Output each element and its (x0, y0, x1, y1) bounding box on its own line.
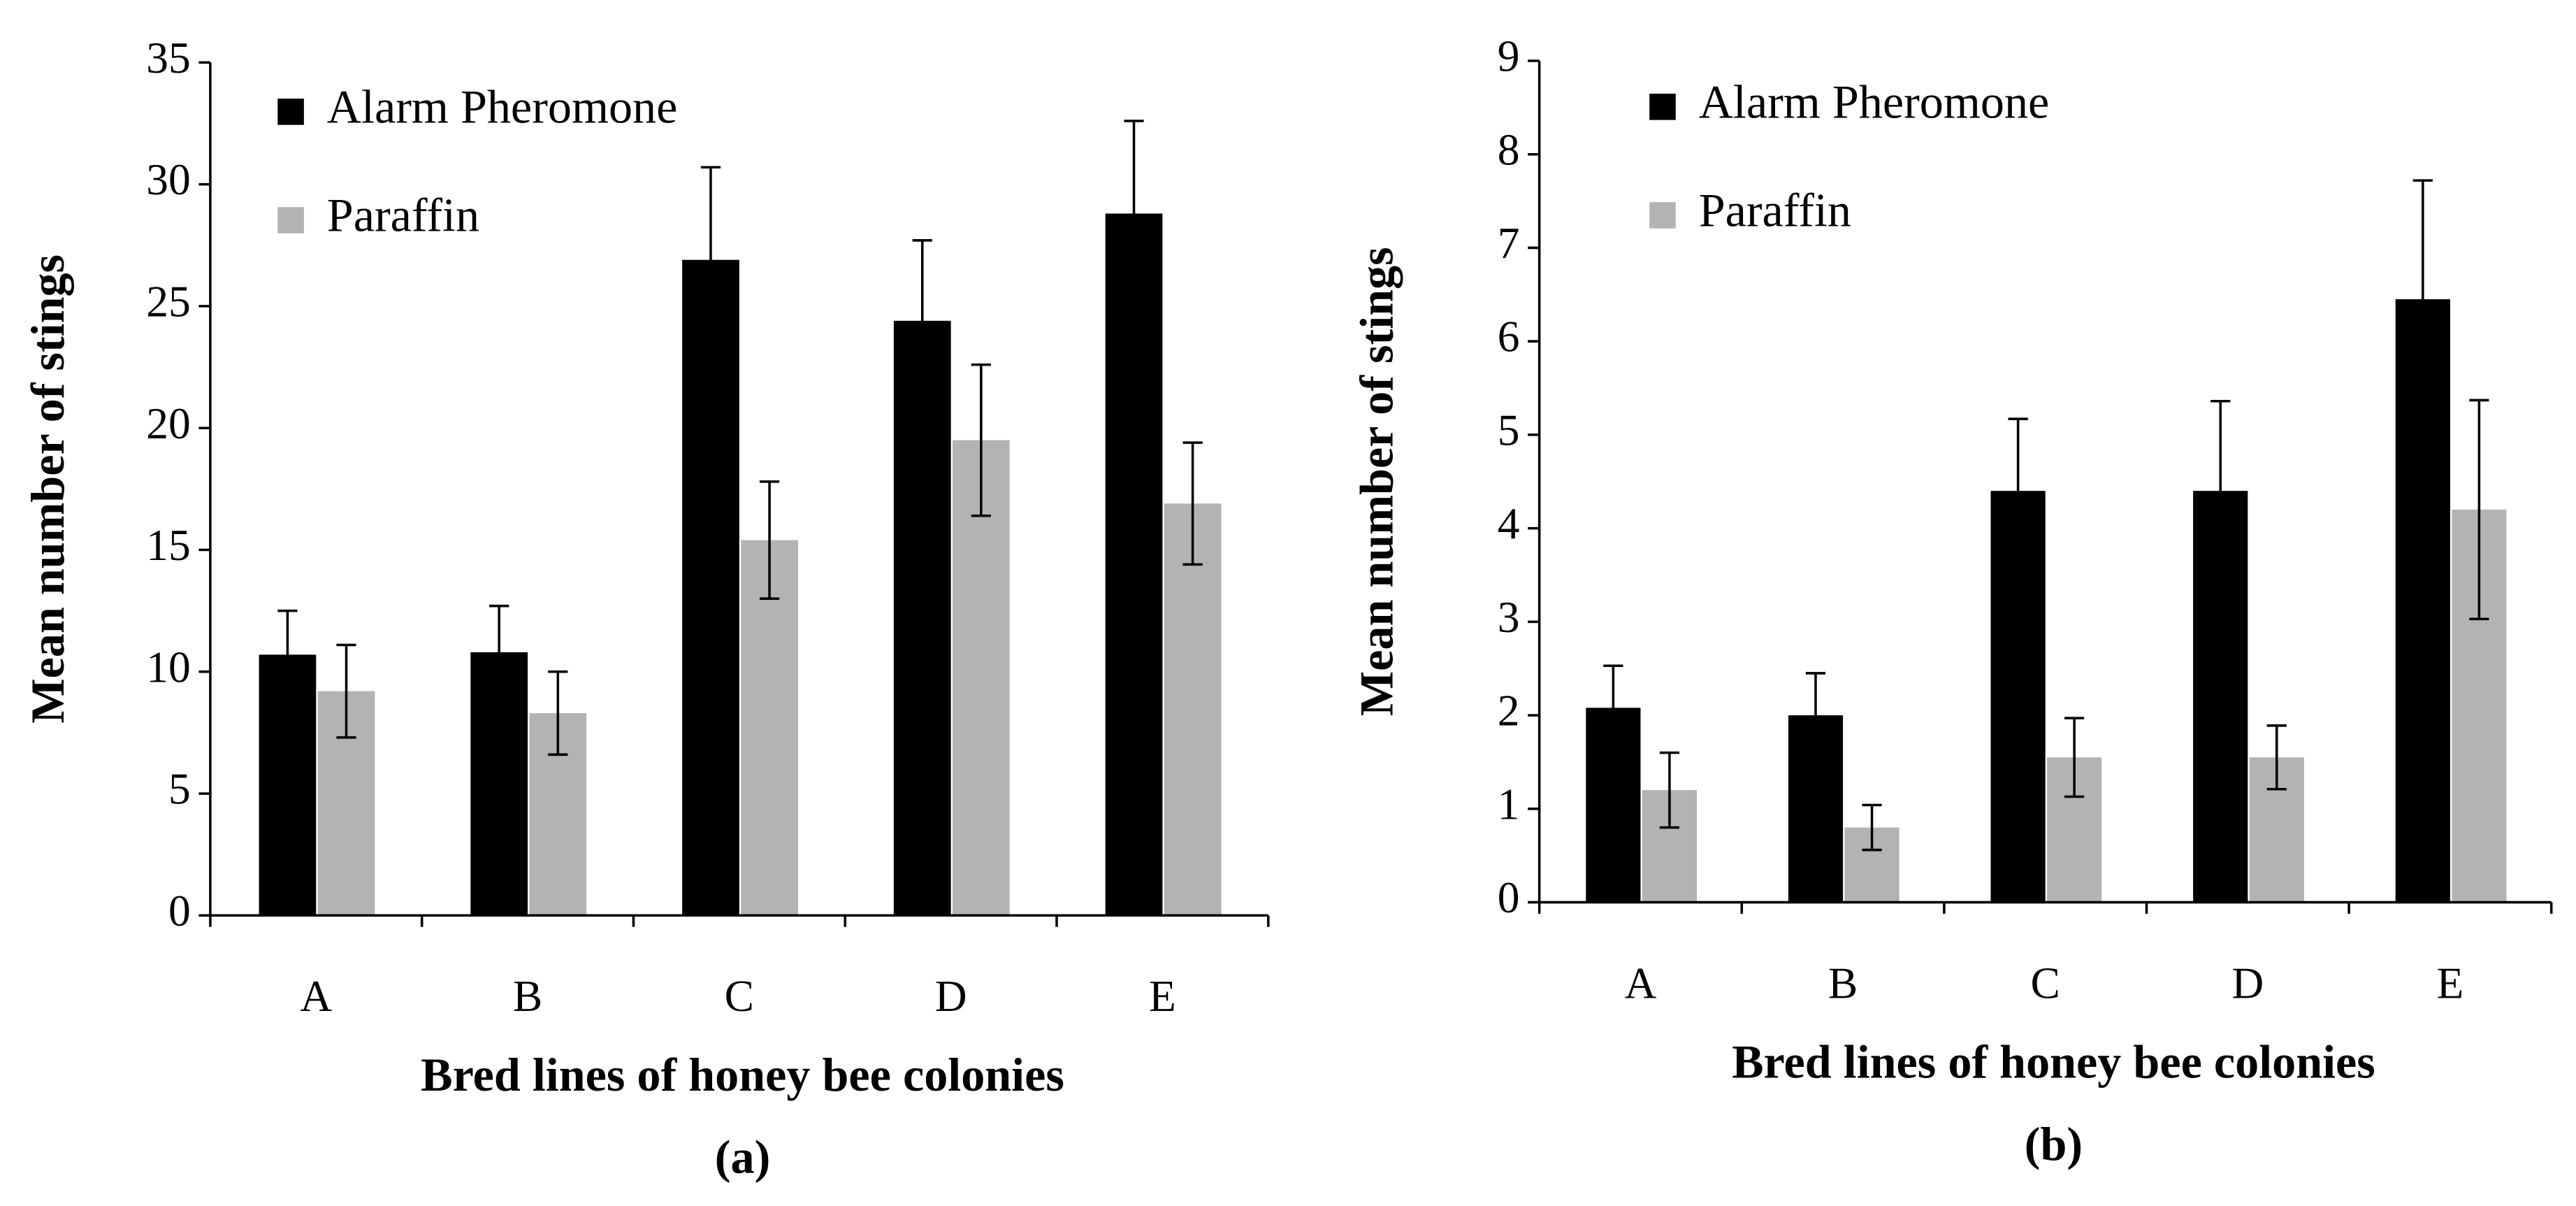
y-tick-label: 30 (146, 155, 190, 204)
error-bar (2266, 724, 2287, 791)
y-tick-label: 6 (1498, 312, 1520, 361)
legend-swatch (277, 99, 304, 125)
y-tick-label: 2 (1498, 686, 1520, 735)
bar (1105, 213, 1163, 916)
error-bar (700, 166, 721, 354)
error-bar (2469, 399, 2489, 621)
x-tick-label: E (2437, 958, 2464, 1007)
legend-swatch (277, 207, 304, 234)
error-bar (1603, 664, 1623, 752)
error-bar (759, 480, 780, 600)
y-tick-label: 5 (168, 764, 191, 814)
error-bar (912, 239, 932, 403)
error-bar (2008, 417, 2028, 564)
y-tick-label: 10 (146, 642, 190, 691)
x-tick-label: B (1828, 958, 1858, 1007)
y-tick-label: 8 (1498, 124, 1520, 174)
bar (893, 320, 951, 916)
error-bar (1182, 441, 1203, 566)
x-tick-label: C (2031, 958, 2060, 1007)
y-tick-label: 0 (168, 886, 191, 935)
error-bar (2210, 400, 2231, 582)
error-bar (971, 363, 991, 517)
y-tick-label: 1 (1498, 779, 1520, 828)
legend-label: Paraffin (327, 189, 479, 242)
x-tick-label: A (1625, 958, 1657, 1007)
bar (952, 440, 1010, 916)
legend-label: Alarm Pheromone (1699, 75, 2050, 128)
y-axis-title: Mean number of stings (1350, 247, 1403, 716)
x-tick-label: B (513, 971, 542, 1021)
x-axis-title: Bred lines of honey bee colonies (421, 1048, 1064, 1101)
y-tick-label: 0 (1498, 873, 1520, 922)
y-tick-label: 5 (1498, 405, 1520, 454)
x-tick-label: C (725, 971, 754, 1021)
panel-label: (b) (2025, 1117, 2083, 1170)
error-bar (489, 604, 509, 700)
error-bar (277, 609, 298, 700)
bar (682, 259, 739, 916)
error-bar (548, 670, 568, 756)
x-tick-label: A (300, 971, 332, 1021)
legend-label: Alarm Pheromone (327, 80, 678, 133)
y-tick-label: 35 (146, 33, 190, 82)
bar (1164, 503, 1222, 916)
x-axis-title: Bred lines of honey bee colonies (1732, 1035, 2375, 1088)
panel-label: (a) (715, 1130, 770, 1184)
y-axis-title: Mean number of stings (21, 254, 74, 724)
error-bar (1862, 803, 1882, 852)
y-tick-label: 9 (1498, 31, 1520, 81)
y-tick-label: 7 (1498, 218, 1520, 268)
x-tick-label: E (1149, 971, 1176, 1021)
legend-label: Paraffin (1699, 184, 1851, 237)
error-bar (2412, 179, 2433, 419)
y-tick-label: 20 (146, 399, 190, 448)
y-tick-label: 3 (1498, 592, 1520, 642)
error-bar (336, 643, 356, 739)
y-tick-label: 25 (146, 276, 190, 326)
error-bar (1659, 751, 1680, 829)
bar (741, 540, 798, 916)
y-tick-label: 4 (1498, 498, 1520, 548)
legend-swatch (1649, 202, 1676, 229)
x-tick-label: D (935, 971, 967, 1021)
error-bar (1805, 672, 1826, 759)
x-tick-label: D (2231, 958, 2264, 1007)
legend-swatch (1649, 93, 1676, 120)
error-bar (1124, 120, 1144, 308)
error-bar (2064, 717, 2085, 798)
y-tick-label: 15 (146, 520, 190, 570)
